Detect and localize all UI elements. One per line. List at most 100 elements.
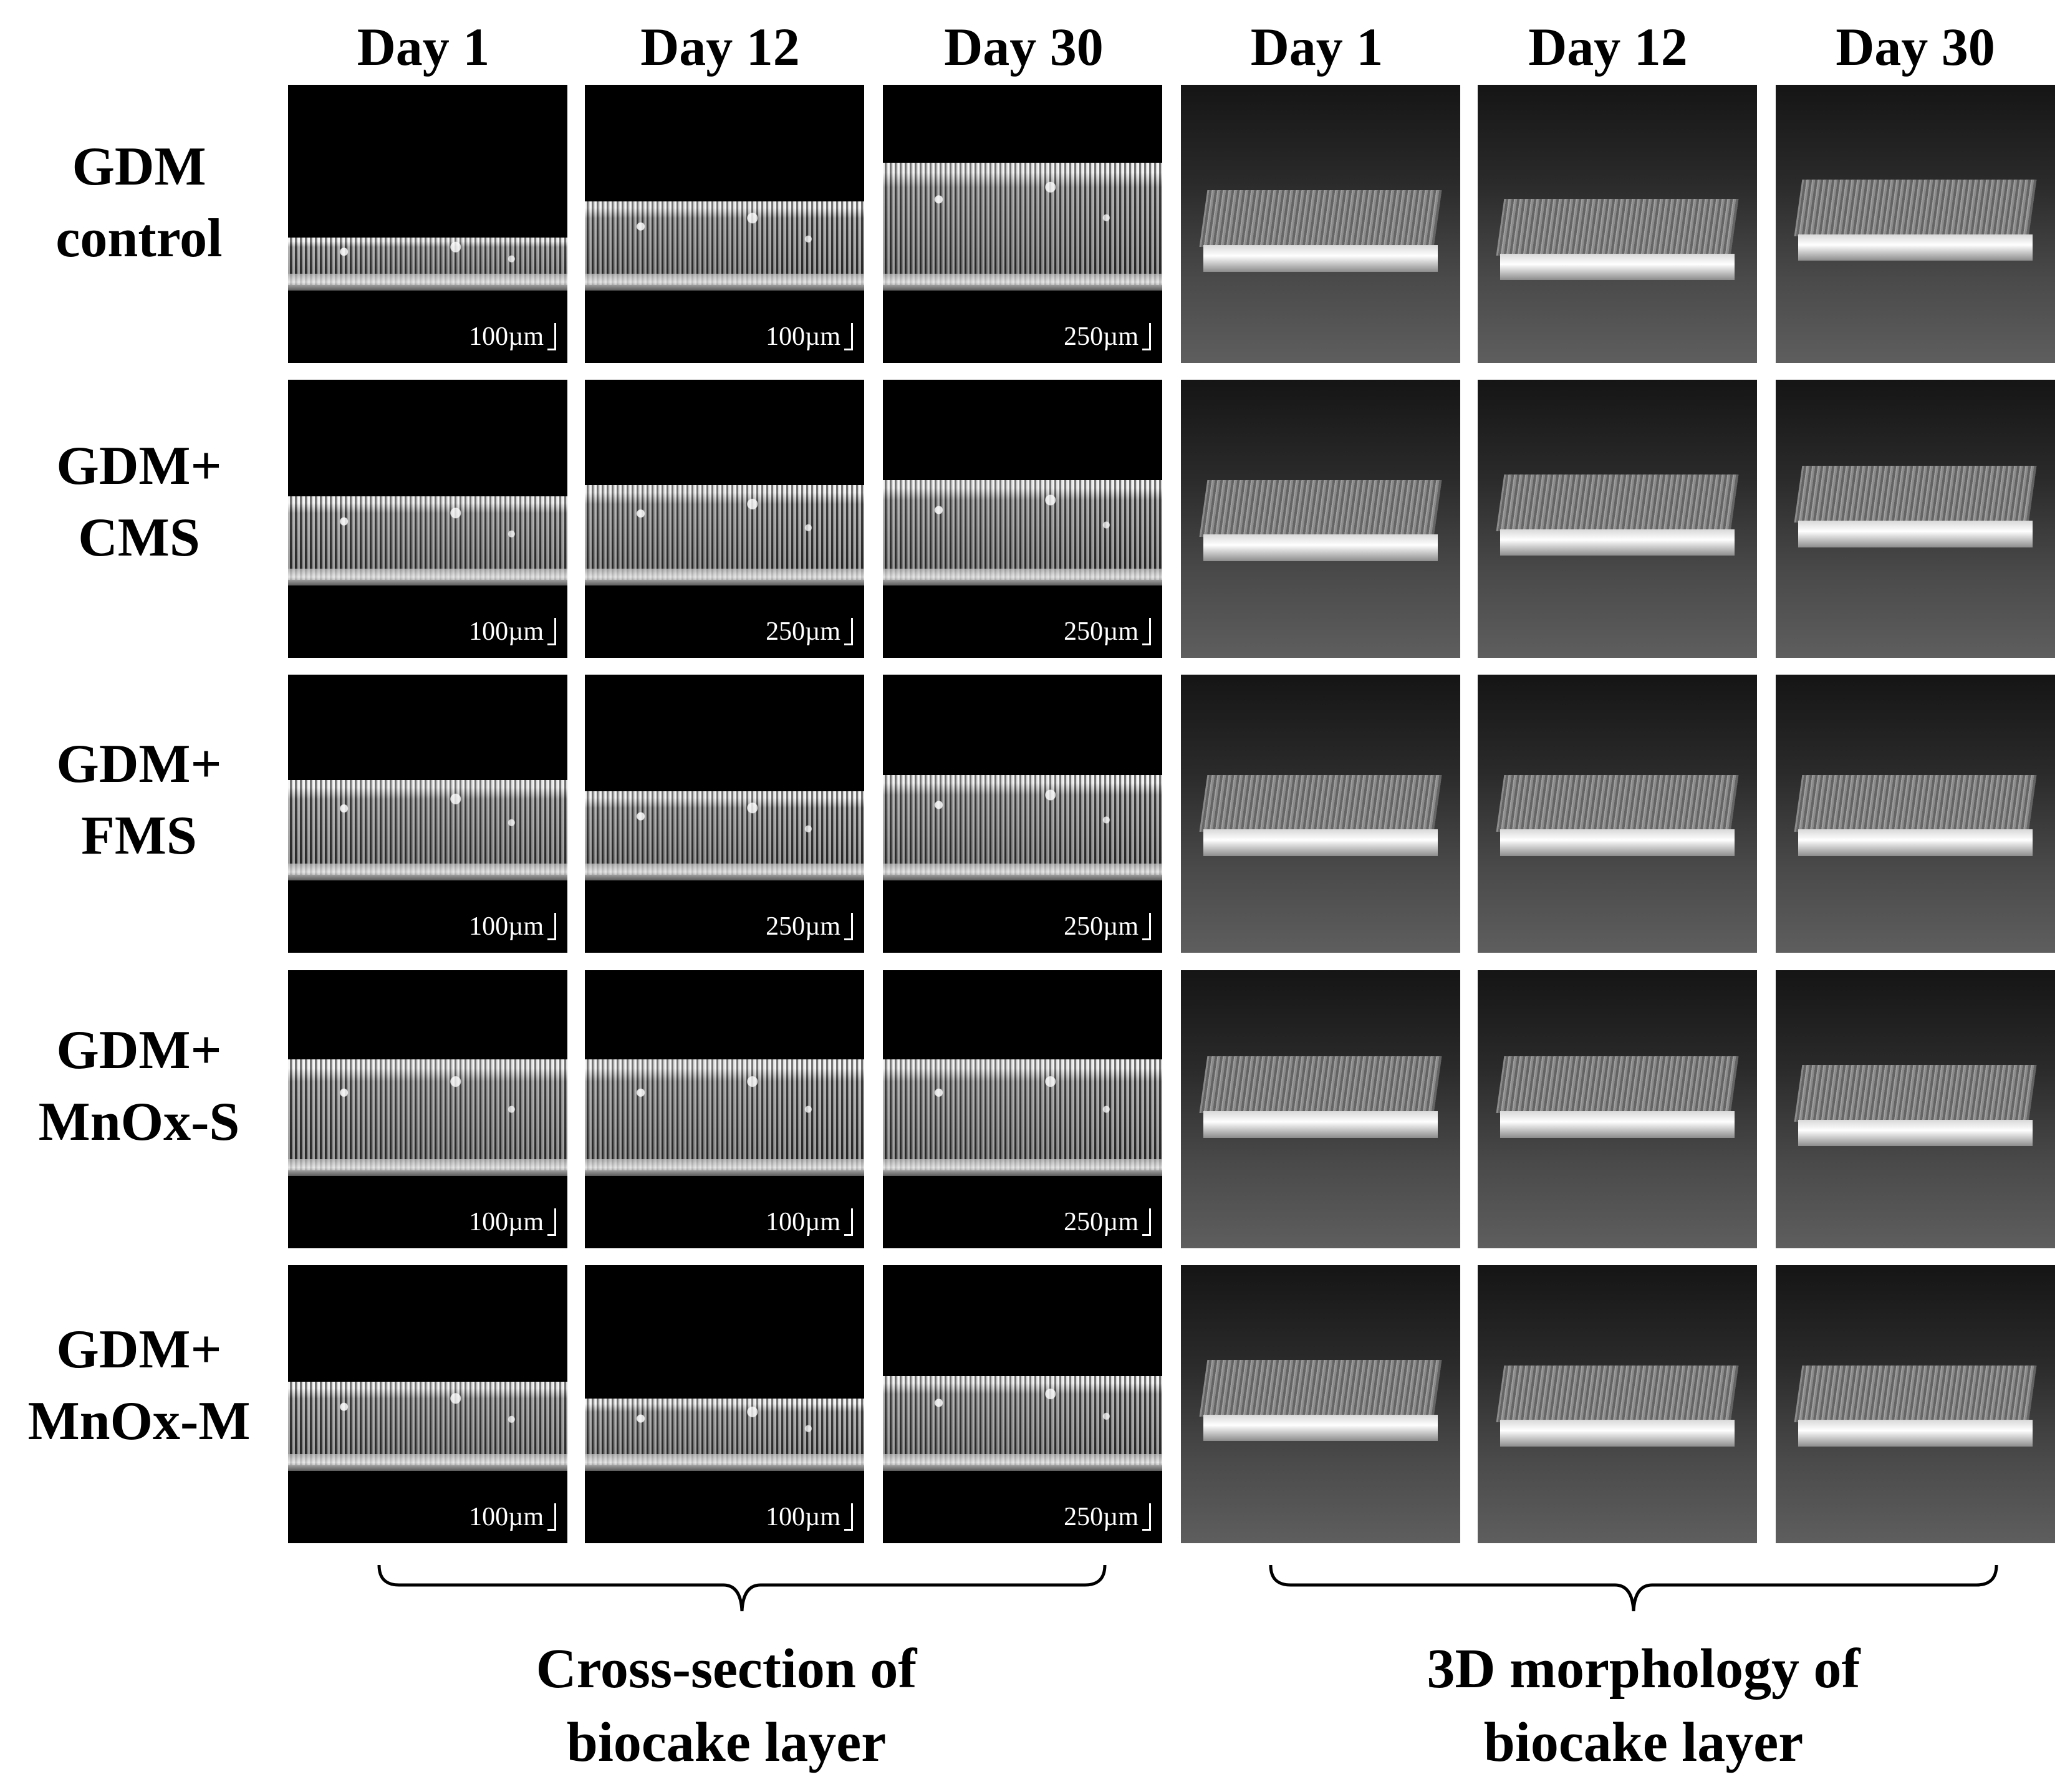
oct-cross-section-image: 250µm: [883, 675, 1162, 953]
biocake-layer: [288, 780, 567, 875]
group-label-line1: Cross-section of: [536, 1638, 917, 1700]
membrane-line: [883, 569, 1162, 586]
row-label-gdm-control: GDM control: [0, 131, 278, 274]
scale-bar-label: 250µm: [1064, 322, 1138, 351]
oct-cross-section-image: 100µm: [585, 970, 864, 1248]
scale-bar-mark: [1142, 1503, 1151, 1531]
biocake-3d-slab: [1794, 466, 2037, 561]
membrane-line: [585, 569, 864, 586]
scale-bar-label: 100µm: [469, 1208, 544, 1236]
biocake-3d-slab: [1794, 1064, 2037, 1160]
scale-bar-label: 100µm: [469, 322, 544, 351]
biocake-3d-slab: [1199, 1056, 1442, 1151]
biocake-layer: [585, 485, 864, 580]
membrane-line: [288, 274, 567, 291]
row-label-line1: GDM: [72, 137, 206, 197]
scale-bar: 250µm: [1064, 1503, 1151, 1531]
oct-cross-section-image: 250µm: [883, 85, 1162, 363]
scale-bar-mark: [844, 1503, 853, 1531]
scale-bar-label: 100µm: [469, 617, 544, 646]
3d-morphology-image: [1181, 970, 1460, 1248]
scale-bar-mark: [547, 913, 556, 940]
row-label-line2: control: [55, 208, 223, 269]
scale-bar-label: 100µm: [766, 1208, 840, 1236]
scale-bar-label: 250µm: [766, 617, 840, 646]
biocake-3d-slab: [1199, 774, 1442, 870]
scale-bar: 100µm: [469, 913, 556, 940]
scale-bar-label: 100µm: [469, 1503, 544, 1531]
scale-bar-mark: [547, 323, 556, 350]
oct-cross-section-image: 100µm: [288, 1265, 567, 1543]
column-header-day1-3d: Day 1: [1250, 17, 1384, 77]
3d-morphology-image: [1478, 1265, 1757, 1543]
row-label-gdm-fms: GDM+ FMS: [0, 728, 278, 872]
biocake-3d-slab: [1496, 1365, 1739, 1460]
3d-morphology-image: [1478, 970, 1757, 1248]
scale-bar: 250µm: [1064, 913, 1151, 940]
biocake-layer: [288, 1059, 567, 1171]
scale-bar: 100µm: [766, 1503, 853, 1531]
oct-cross-section-image: 250µm: [883, 970, 1162, 1248]
3d-morphology-image: [1181, 380, 1460, 658]
scale-bar-label: 250µm: [1064, 617, 1138, 646]
group-label-line1: 3D morphology of: [1427, 1638, 1861, 1700]
membrane-line: [585, 864, 864, 881]
row-label-line1: GDM+: [56, 436, 222, 496]
scale-bar: 250µm: [1064, 323, 1151, 350]
oct-cross-section-image: 100µm: [288, 970, 567, 1248]
oct-cross-section-image: 100µm: [288, 675, 567, 953]
cross-section-brace: [377, 1564, 1107, 1612]
row-label-line1: GDM+: [56, 1319, 222, 1380]
oct-cross-section-image: 100µm: [288, 380, 567, 658]
biocake-3d-slab: [1496, 198, 1739, 294]
biocake-layer: [883, 162, 1162, 286]
scale-bar: 100µm: [469, 1208, 556, 1236]
row-label-line1: GDM+: [56, 1020, 222, 1081]
scale-bar-label: 100µm: [766, 1503, 840, 1531]
scale-bar: 100µm: [469, 618, 556, 645]
scale-bar: 100µm: [469, 323, 556, 350]
scale-bar-mark: [547, 1503, 556, 1531]
3d-morphology-image: [1776, 1265, 2055, 1543]
membrane-line: [585, 1454, 864, 1472]
biocake-3d-slab: [1794, 179, 2037, 274]
group-label-line2: biocake layer: [566, 1712, 887, 1773]
3d-morphology-image: [1478, 380, 1757, 658]
column-header-day1-cross: Day 1: [357, 17, 490, 77]
biocake-layer: [883, 1059, 1162, 1171]
scale-bar-mark: [844, 618, 853, 645]
biocake-3d-slab: [1199, 190, 1442, 285]
scale-bar-label: 100µm: [469, 912, 544, 941]
membrane-line: [288, 864, 567, 881]
oct-cross-section-image: 250µm: [883, 380, 1162, 658]
scale-bar-label: 100µm: [766, 322, 840, 351]
oct-cross-section-image: 250µm: [585, 380, 864, 658]
scale-bar-label: 250µm: [1064, 1503, 1138, 1531]
row-label-gdm-mnox-m: GDM+ MnOx-M: [0, 1314, 278, 1457]
biocake-3d-slab: [1496, 474, 1739, 569]
column-header-day12-3d: Day 12: [1528, 17, 1688, 77]
membrane-line: [883, 274, 1162, 291]
scale-bar: 100µm: [766, 1208, 853, 1236]
membrane-line: [883, 864, 1162, 881]
membrane-line: [883, 1159, 1162, 1177]
scale-bar-label: 250µm: [1064, 912, 1138, 941]
scale-bar-label: 250µm: [1064, 1208, 1138, 1236]
3d-morphology-image: [1478, 85, 1757, 363]
3d-morphology-brace: [1269, 1564, 1998, 1612]
row-label-line2: CMS: [78, 508, 200, 568]
membrane-line: [585, 1159, 864, 1177]
scale-bar-label: 250µm: [766, 912, 840, 941]
biocake-layer: [585, 201, 864, 286]
3d-morphology-image: [1181, 675, 1460, 953]
scale-bar: 100µm: [766, 323, 853, 350]
biocake-layer: [585, 1059, 864, 1171]
row-label-line1: GDM+: [56, 734, 222, 794]
membrane-line: [288, 1454, 567, 1472]
biocake-3d-slab: [1496, 774, 1739, 870]
column-header-day12-cross: Day 12: [640, 17, 800, 77]
biocake-3d-slab: [1794, 1365, 2037, 1460]
membrane-line: [883, 1454, 1162, 1472]
row-label-line2: MnOx-M: [27, 1391, 251, 1452]
biocake-3d-slab: [1199, 1359, 1442, 1455]
